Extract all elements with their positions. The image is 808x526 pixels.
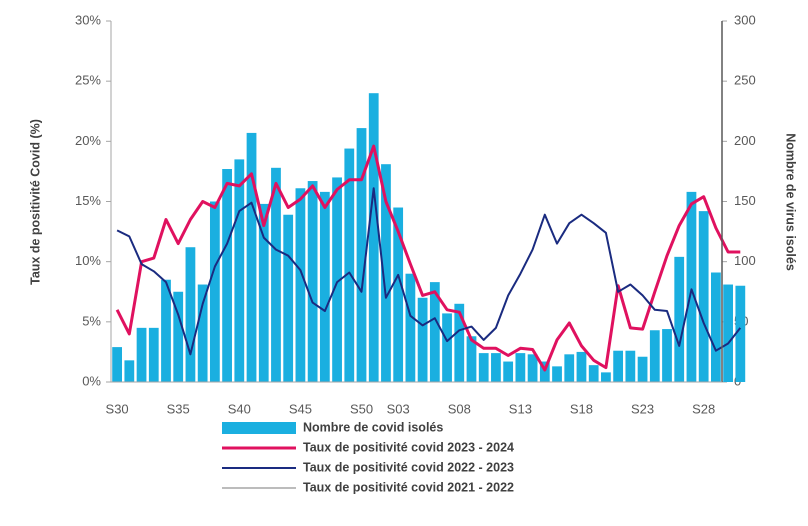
bar — [307, 181, 318, 382]
bar — [368, 93, 379, 382]
bar — [539, 361, 550, 382]
bar — [662, 329, 672, 382]
y-axis-title: Taux de positivité Covid (%) — [28, 119, 42, 285]
bar — [429, 282, 440, 382]
bar — [405, 273, 416, 382]
bar — [478, 353, 489, 382]
bar — [723, 284, 733, 382]
bar — [649, 330, 660, 382]
bar — [613, 350, 624, 382]
x-tick-label: S30 — [106, 401, 129, 416]
bar — [442, 313, 452, 382]
bar — [686, 191, 697, 382]
bar — [222, 169, 232, 382]
bar — [503, 361, 514, 382]
bar — [698, 211, 709, 382]
bar — [246, 132, 257, 382]
y2-tick-label: 150 — [734, 193, 756, 208]
bar — [185, 247, 196, 382]
x-tick-label: S23 — [631, 401, 654, 416]
bar — [417, 297, 428, 382]
x-tick-label: S03 — [387, 401, 410, 416]
bar — [454, 303, 465, 382]
bar — [148, 327, 159, 382]
bar — [381, 164, 391, 382]
x-tick-label: S40 — [228, 401, 251, 416]
bar — [564, 354, 575, 382]
bar — [527, 354, 538, 382]
bar — [711, 272, 721, 382]
bar — [271, 167, 281, 382]
bar — [735, 285, 746, 382]
y2-tick-label: 250 — [734, 73, 756, 88]
legend-label: Taux de positivité covid 2023 - 2024 — [303, 440, 514, 454]
x-tick-label: S50 — [350, 401, 373, 416]
bar — [601, 372, 611, 382]
bar — [173, 291, 184, 382]
legend-swatch — [222, 422, 296, 434]
bar — [491, 353, 501, 382]
y2-tick-label: 200 — [734, 133, 756, 148]
y-tick-label: 30% — [75, 12, 101, 27]
y-tick-label: 0% — [82, 373, 101, 388]
bar — [637, 356, 648, 382]
legend-label: Nombre de covid isolés — [303, 420, 443, 434]
bar — [625, 350, 636, 382]
bar — [124, 360, 135, 382]
bar — [209, 201, 220, 382]
bar — [344, 148, 355, 382]
bar — [283, 214, 294, 382]
y2-tick-label: 100 — [734, 253, 756, 268]
bar — [588, 365, 599, 382]
bar — [515, 353, 526, 382]
bar — [234, 159, 245, 382]
bar — [197, 284, 208, 382]
y2-axis-title: Nombre de virus isolés — [784, 133, 798, 271]
bar — [552, 366, 562, 382]
y-tick-label: 15% — [75, 193, 101, 208]
line — [116, 187, 742, 356]
bar — [258, 203, 269, 382]
bar — [112, 347, 122, 382]
y-tick-label: 20% — [75, 133, 101, 148]
bar — [332, 177, 342, 382]
y2-tick-label: 300 — [734, 12, 756, 27]
x-tick-label: S13 — [509, 401, 532, 416]
bar — [295, 188, 306, 382]
y-tick-label: 5% — [82, 313, 101, 328]
bar — [576, 351, 587, 382]
legend-label: Taux de positivité covid 2022 - 2023 — [303, 460, 514, 474]
bar — [161, 279, 171, 382]
bar — [674, 256, 685, 382]
x-tick-label: S18 — [570, 401, 593, 416]
x-tick-label: S35 — [167, 401, 190, 416]
legend-label: Taux de positivité covid 2021 - 2022 — [303, 480, 514, 494]
x-tick-label: S45 — [289, 401, 312, 416]
x-tick-label: S08 — [448, 401, 471, 416]
line — [115, 144, 741, 372]
bar — [393, 207, 404, 382]
bar — [319, 191, 330, 382]
y-tick-label: 10% — [75, 253, 101, 268]
bar — [136, 327, 147, 382]
bar — [356, 128, 367, 382]
x-tick-label: S28 — [692, 401, 715, 416]
y-tick-label: 25% — [75, 73, 101, 88]
bar — [466, 336, 477, 382]
